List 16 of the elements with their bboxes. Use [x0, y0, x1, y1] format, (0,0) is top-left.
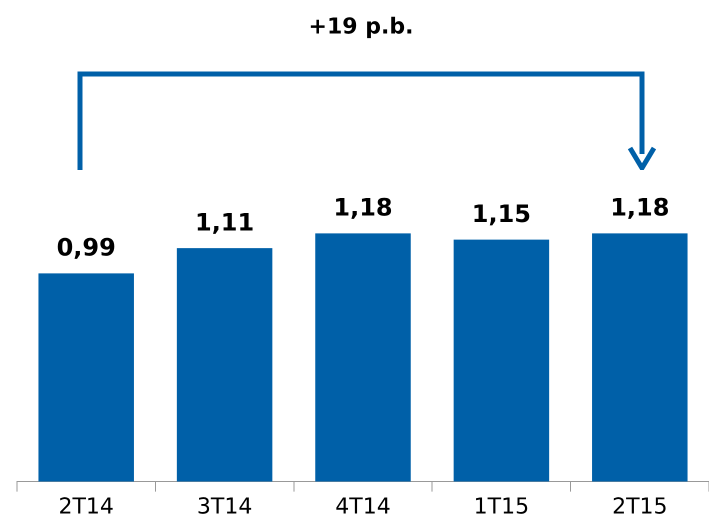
text: +19 p.b.	[308, 14, 414, 40]
x-tick-label: 4T14	[335, 494, 391, 520]
bar	[176, 248, 272, 482]
data-label: 1,11	[194, 208, 254, 236]
x-tick-label: 2T15	[612, 494, 668, 520]
bar	[454, 240, 550, 482]
bar	[38, 273, 134, 482]
data-label: 0,99	[56, 234, 116, 262]
data-label: 1,18	[333, 194, 393, 222]
x-tick-label: 2T14	[58, 494, 114, 520]
x-tick-label: 3T14	[196, 494, 252, 520]
bar	[315, 233, 411, 482]
data-label: 1,18	[610, 194, 670, 222]
bar	[592, 233, 688, 482]
data-label: 1,15	[472, 200, 532, 228]
x-tick-label: 1T15	[474, 494, 530, 520]
